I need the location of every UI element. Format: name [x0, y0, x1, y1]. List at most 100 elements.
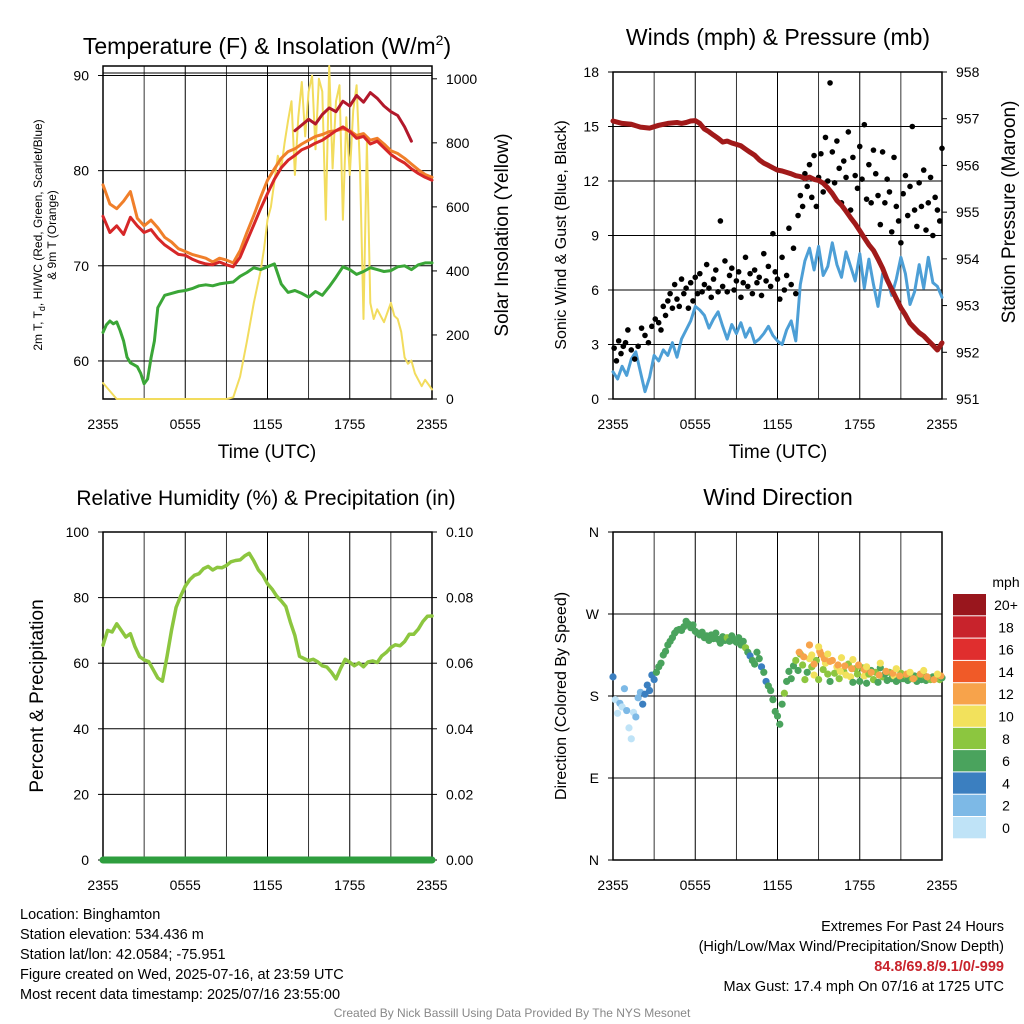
direction-point — [835, 675, 843, 683]
gust-point — [927, 174, 934, 181]
legend-swatch — [953, 683, 986, 705]
direction-point — [882, 667, 890, 676]
y-tick-label: 0 — [591, 391, 599, 407]
x-tick-label: 2355 — [416, 416, 447, 432]
gust-point — [824, 178, 831, 184]
y-tick-label: 18 — [583, 64, 599, 80]
gust-point — [891, 154, 897, 161]
plot-frame — [612, 531, 943, 861]
y-tick-label: 6 — [591, 282, 599, 298]
gust-point — [902, 172, 909, 179]
gust-point — [719, 283, 726, 290]
gust-point — [909, 123, 916, 130]
gust-point — [783, 272, 790, 279]
heat_index-series-line — [293, 91, 413, 143]
gust-point — [694, 290, 701, 297]
y-tick-label: N — [589, 524, 599, 540]
x-tick-label: 1155 — [252, 416, 282, 432]
legend-swatch — [953, 705, 986, 727]
gust-point — [671, 281, 678, 288]
rh-series-line — [101, 551, 434, 683]
direction-point — [780, 689, 788, 697]
y2-tick-label: 955 — [956, 204, 980, 220]
wind-direction-panel: Wind Direction Direction (Colored By Spe… — [553, 484, 958, 893]
direction-point — [755, 655, 763, 663]
x-tick-label: 0555 — [170, 416, 201, 432]
legend-label: 16 — [998, 642, 1014, 658]
y-tick-label: 9 — [591, 228, 599, 244]
direction-point — [824, 670, 832, 678]
gust-point — [822, 134, 829, 141]
gust-point — [850, 154, 856, 161]
gust-point — [687, 279, 694, 286]
figure-created: Figure created on Wed, 2025-07-16, at 23… — [20, 967, 344, 983]
gust-point — [618, 350, 624, 357]
gust-point — [786, 225, 792, 232]
gust-point — [638, 325, 645, 331]
direction-point — [639, 700, 647, 708]
y-tick-label: 0 — [81, 852, 89, 868]
x-tick-label: 2355 — [597, 877, 628, 893]
gust-point — [893, 203, 900, 210]
wind-speed-legend: mph 20+ 18 16 14 12 10 8 6 4 2 0 — [953, 574, 1020, 839]
direction-point — [863, 679, 871, 687]
gust-point — [665, 298, 671, 304]
gust-point — [726, 272, 733, 279]
gust-point — [713, 267, 719, 273]
direction-point — [799, 661, 807, 669]
gust-point — [939, 145, 945, 152]
wdir-y-axis-label: Direction (Colored By Speed) — [553, 592, 570, 800]
direction-point — [855, 661, 863, 669]
direction-point — [834, 661, 842, 669]
gust-point — [767, 283, 774, 290]
gust-point — [722, 258, 728, 264]
gust-point — [920, 167, 927, 173]
direction-point — [810, 660, 818, 668]
direction-point — [810, 671, 818, 679]
gust-point — [701, 281, 708, 288]
gust-point — [613, 358, 620, 364]
gust-point — [795, 212, 801, 219]
gust-point — [628, 347, 635, 353]
direction-point — [837, 654, 846, 662]
direction-point — [661, 647, 670, 655]
temp-y-axis-label-line2: & 9m T (Orange) — [45, 190, 59, 280]
gust-point — [744, 283, 751, 290]
gust-point — [738, 294, 744, 301]
legend-label: 20+ — [994, 597, 1018, 613]
legend-label: 18 — [998, 619, 1014, 635]
gust-point — [934, 207, 941, 213]
gust-point — [797, 192, 804, 199]
gust-point — [747, 270, 753, 277]
legend-swatch — [953, 660, 986, 683]
gust-point — [836, 165, 842, 172]
y-tick-label: 80 — [73, 163, 89, 179]
y2-tick-label: 0.00 — [446, 852, 473, 868]
gust-point — [788, 281, 795, 288]
gust-point — [770, 230, 776, 237]
gust-point — [813, 203, 820, 210]
direction-point — [776, 720, 784, 728]
y2-tick-label: 1000 — [446, 71, 477, 87]
gust-point — [930, 232, 936, 239]
gust-point — [866, 161, 872, 168]
gust-point — [708, 294, 715, 301]
temp_9m-series-line — [101, 127, 434, 265]
direction-point — [847, 673, 855, 681]
direction-point — [789, 662, 798, 670]
wind-y-axis-label: Sonic Wind & Gust (Blue, Black) — [553, 120, 570, 349]
direction-point — [650, 676, 658, 684]
gust-point — [781, 287, 788, 293]
gust-point — [872, 170, 879, 177]
legend-swatch — [953, 794, 986, 816]
credit-line: Created By Nick Bassill Using Data Provi… — [333, 1006, 691, 1020]
direction-point — [853, 670, 862, 678]
direction-point — [805, 641, 814, 649]
gust-point — [792, 290, 799, 297]
gust-point — [936, 218, 943, 224]
gust-point — [831, 180, 838, 186]
rh-panel-title: Relative Humidity (%) & Precipitation (i… — [76, 487, 455, 510]
gust-point — [843, 174, 849, 181]
gust-point — [724, 289, 731, 295]
gust-point — [886, 189, 893, 195]
